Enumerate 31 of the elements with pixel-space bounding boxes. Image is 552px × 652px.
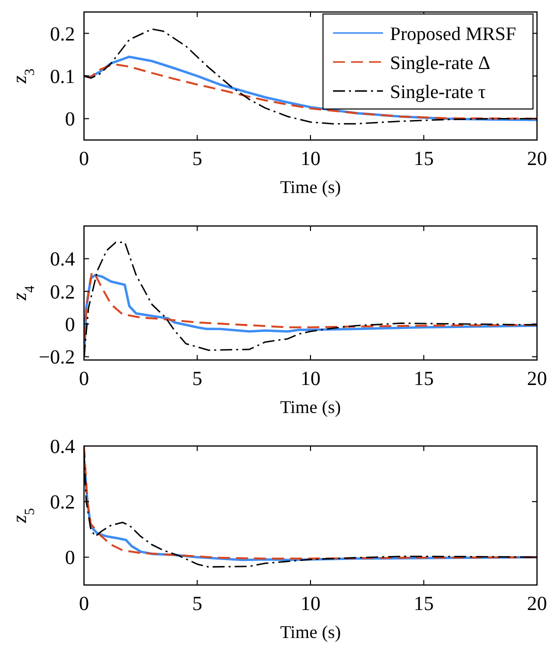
- x-tick-label: 5: [192, 593, 202, 615]
- x-tick-label: 15: [414, 593, 434, 615]
- x-tick-label: 15: [414, 148, 434, 170]
- y-tick-label: 0.2: [50, 281, 75, 304]
- y-tick-label: 0: [65, 547, 75, 570]
- x-axis-title: Time (s): [280, 622, 341, 642]
- x-tick-label: 0: [79, 148, 89, 170]
- legend-label: Single-rate Δ: [390, 53, 490, 74]
- x-axis-title: Time (s): [280, 397, 341, 417]
- y-tick-label: 0.1: [50, 66, 75, 88]
- y-tick-label: 0.2: [50, 492, 75, 514]
- x-tick-label: 10: [300, 593, 320, 615]
- x-tick-label: 20: [527, 148, 547, 170]
- y-tick-label: 0.2: [50, 23, 75, 46]
- x-tick-label: 20: [527, 368, 547, 390]
- x-tick-label: 10: [300, 148, 320, 170]
- y-tick-label: 0: [65, 314, 75, 336]
- x-tick-label: 0: [79, 593, 89, 615]
- y-tick-label: 0.4: [50, 248, 75, 271]
- x-axis-title: Time (s): [280, 177, 341, 197]
- x-tick-label: 0: [79, 368, 89, 390]
- y-tick-label: −0.2: [38, 346, 75, 369]
- legend-label: Proposed MRSF: [390, 24, 516, 45]
- x-tick-label: 5: [192, 368, 202, 390]
- legend-label: Single-rate τ: [390, 82, 486, 103]
- y-tick-label: 0.4: [50, 436, 75, 458]
- x-tick-label: 20: [527, 593, 547, 615]
- x-tick-label: 5: [192, 148, 202, 170]
- y-tick-label: 0: [65, 108, 75, 131]
- x-tick-label: 15: [414, 368, 434, 390]
- x-tick-label: 10: [300, 368, 320, 390]
